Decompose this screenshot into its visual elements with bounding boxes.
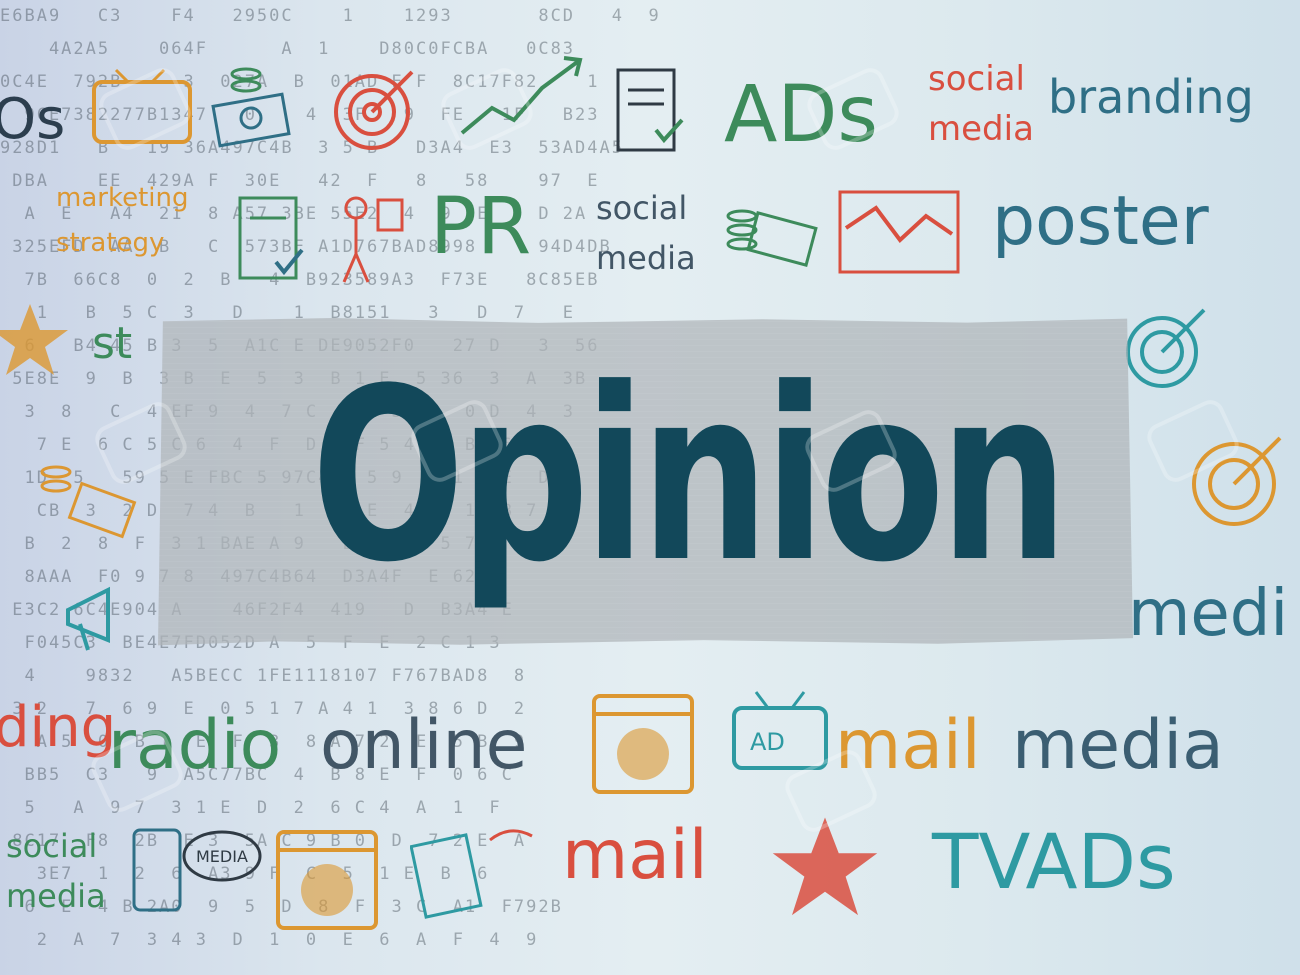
word-st: st: [92, 318, 133, 369]
word-strategy: strategy: [56, 228, 165, 258]
magazine-icon: [410, 820, 540, 920]
media-bubble-icon: MEDIA: [126, 820, 266, 920]
checklist-icon-2: [232, 188, 312, 288]
megaphone-icon: [58, 580, 148, 660]
word-mail-mid: mail: [835, 706, 981, 785]
word-pr: PR: [430, 182, 532, 272]
money-icon: [206, 60, 306, 150]
word-social-mid: social: [596, 189, 688, 227]
star-icon-2: [770, 812, 880, 922]
word-media-mid: media: [596, 239, 696, 277]
hex-row: 4A2A5 064F A 1 D80C0FCBA 0C83: [0, 39, 576, 59]
word-media-top: media: [928, 109, 1034, 149]
money-icon-3: [30, 452, 140, 542]
hex-row: 3 2 7 6 9 E 0 5 1 7 A 4 1 3 8 6 D 2: [0, 699, 527, 719]
hex-row: 928D1 B 19 36A497C4B 3 5 B D3A4 E3 53AD4…: [0, 138, 624, 158]
money-icon-2: [718, 186, 818, 276]
line-chart-icon: [836, 188, 966, 278]
presenter-icon: [330, 190, 410, 290]
hex-row: 7B 66C8 0 2 B 4 B923589A3 F73E 8C85EB: [0, 270, 600, 290]
star-icon: [0, 300, 70, 380]
word-social-top: social: [928, 59, 1025, 99]
word-online: online: [320, 706, 528, 785]
checklist-icon: [610, 60, 690, 160]
pie-chart-window-icon-2: [272, 826, 382, 936]
hex-row: 5 A 9 7 3 1 E D 2 6 C 4 A 1 F: [0, 798, 502, 818]
hex-row: 4 9832 A5BECC 1FE1118107 F767BAD8 8: [0, 666, 527, 686]
tv-icon: [88, 68, 198, 148]
hex-row: 6 E 4 B 2A0 9 5 D 8 F 3 C A1 F792B: [0, 897, 563, 917]
word-social-bottom: social: [6, 827, 98, 865]
hex-row: 2 A 7 3 4 3 D 1 0 E 6 A F 4 9: [0, 930, 539, 950]
hex-row: A 5 0 B 1 E F 3 8 A 7 2 E 5 B 9: [0, 732, 527, 752]
hex-row: BB5 C3 9 A5C77BC 4 B 8 E F 0 6 C: [0, 765, 514, 785]
word-tvads: TVADs: [932, 817, 1176, 906]
hex-row: 1 B 5 C 3 D 1 B8151 3 D 7 E: [0, 303, 576, 323]
word-poster: poster: [992, 182, 1209, 261]
hex-row: DBA EE 429A F 30E 42 F 8 58 97 E: [0, 171, 600, 191]
growth-chart-icon: [452, 48, 592, 148]
target-icon-3: [1186, 430, 1286, 530]
hex-row: A E A4 21 8 A57 3BE 55E2 4 9 E D 2A: [0, 204, 588, 224]
word-media-bottom-left: media: [6, 877, 106, 915]
headline-text: Opinion: [311, 338, 1068, 615]
torn-paper-label: [158, 318, 1133, 646]
hex-row: 8C17 F8 2B E 3 5A C 9 B 0 D 7 2 E A: [0, 831, 527, 851]
word-ads-top: ADs: [724, 70, 879, 160]
target-icon: [330, 64, 420, 154]
hex-row: E6BA9 C3 F4 2950C 1 1293 8CD 4 9: [0, 6, 661, 26]
word-media-bottom: media: [1012, 706, 1224, 785]
word-os: Os: [0, 87, 66, 152]
svg-text:MEDIA: MEDIA: [196, 847, 248, 866]
word-ding: ding: [0, 695, 117, 760]
word-mail-bottom: mail: [562, 816, 708, 895]
word-radio: radio: [108, 706, 282, 785]
pie-chart-window-icon: [588, 690, 698, 800]
word-marketing: marketing: [56, 183, 189, 213]
word-branding: branding: [1048, 70, 1254, 124]
svg-text:AD: AD: [750, 728, 785, 756]
word-medi: medi: [1128, 577, 1289, 651]
target-icon-2: [1120, 304, 1210, 394]
tv-ad-icon: AD: [726, 686, 836, 776]
